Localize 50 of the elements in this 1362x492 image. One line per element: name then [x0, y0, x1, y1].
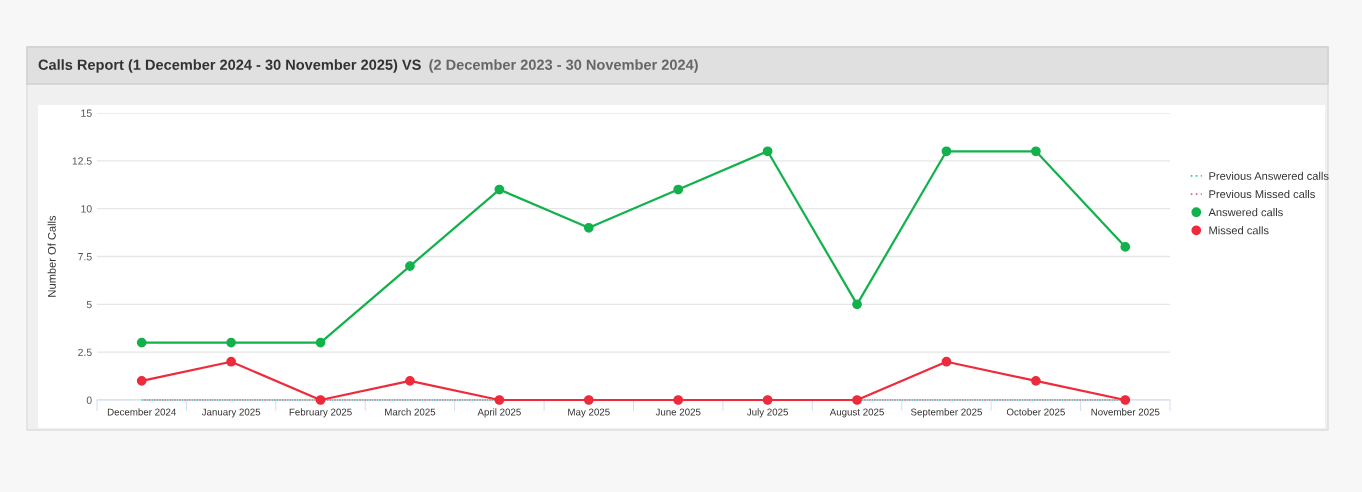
point	[673, 395, 684, 405]
y-tick-label: 2.5	[78, 348, 92, 357]
y-tick-label: 10	[81, 205, 92, 213]
point	[405, 261, 415, 271]
point	[226, 337, 236, 348]
point	[852, 395, 862, 405]
chart-title: Calls Report (1 December 2024 - 30 November 2025) VS	[38, 59, 421, 73]
legend-label: Previous Answered calls	[1209, 171, 1329, 180]
point	[583, 222, 594, 233]
x-tick-label: December 2024	[107, 408, 177, 416]
point	[494, 395, 505, 405]
x-tick-label: May 2025	[568, 408, 610, 418]
x-tick-label: August 2025	[829, 408, 884, 418]
x-tick-label: October 2025	[1006, 408, 1065, 416]
point	[762, 146, 773, 157]
y-tick-label: 15	[81, 109, 92, 117]
point	[583, 395, 594, 405]
point	[1031, 146, 1041, 157]
point	[1031, 376, 1041, 386]
y-axis-title: Number Of Calls	[47, 215, 56, 297]
x-tick-label: June 2025	[655, 408, 701, 416]
point	[136, 337, 147, 348]
point	[226, 356, 236, 367]
point	[494, 184, 505, 195]
point	[315, 337, 326, 348]
x-tick-label: November 2025	[1091, 408, 1160, 416]
y-tick-label: 7.5	[78, 253, 92, 261]
point	[136, 376, 147, 386]
x-tick-label: March 2025	[385, 408, 436, 416]
point	[852, 299, 862, 310]
point	[1120, 242, 1131, 252]
point	[941, 356, 952, 367]
point	[762, 395, 773, 405]
x-tick-label: February 2025	[289, 408, 352, 418]
point	[315, 395, 326, 405]
x-tick-label: April 2025	[477, 408, 521, 418]
y-tick-label: 12.5	[72, 157, 92, 165]
legend-label: Answered calls	[1208, 208, 1283, 217]
chart-subtitle: (2 December 2023 - 30 November 2024)	[429, 59, 698, 73]
point	[941, 146, 952, 157]
legend-label: Previous Missed calls	[1209, 189, 1315, 199]
x-tick-label: January 2025	[201, 408, 261, 418]
point	[1120, 395, 1131, 405]
x-tick-label: September 2025	[910, 408, 982, 418]
point	[405, 376, 415, 386]
x-tick-label: July 2025	[746, 408, 789, 418]
legend-label: Missed calls	[1209, 226, 1269, 235]
y-tick-label: 0	[86, 396, 92, 404]
point	[673, 184, 684, 195]
y-tick-label: 5	[86, 300, 92, 309]
